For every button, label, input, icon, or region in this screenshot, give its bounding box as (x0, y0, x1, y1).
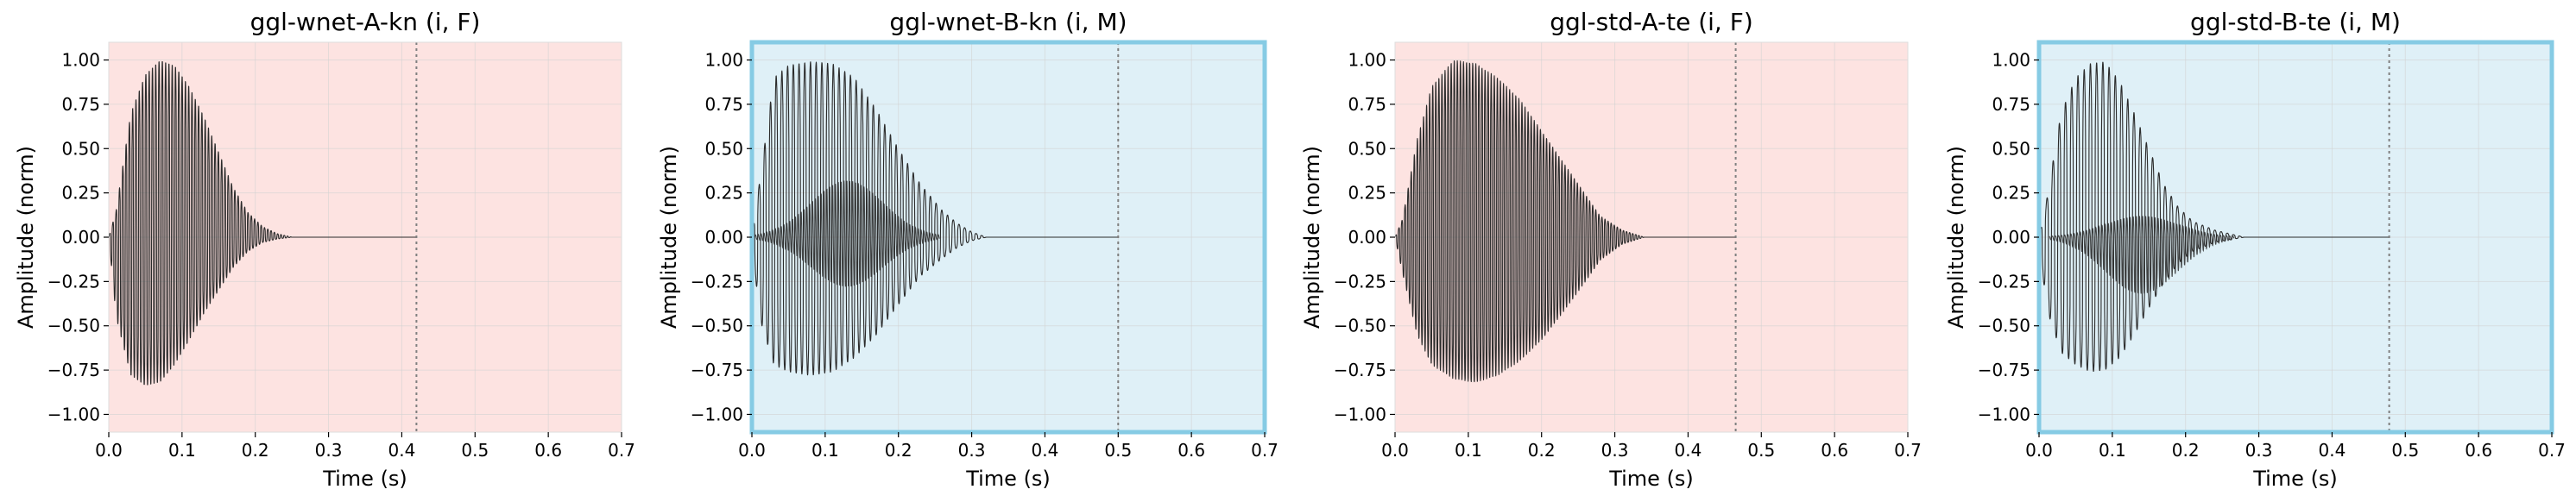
subplot: 0.0 0.1 0.2 0.3 0.4 0.5 0.6 0.7 1.00 0.75 0.50 0.25… (657, 8, 1279, 491)
x-axis-label: Time (s) (965, 467, 1051, 491)
y-tick-label: −0.50 (691, 316, 743, 336)
x-tick-label: 0.6 (1178, 440, 1205, 461)
y-axis-label: Amplitude (norm) (1944, 146, 1968, 329)
x-tick-label: 0.0 (738, 440, 766, 461)
x-tick-label: 0.4 (2319, 440, 2346, 461)
x-tick-label: 0.7 (2538, 440, 2566, 461)
x-tick-label: 0.6 (534, 440, 562, 461)
x-tick-label: 0.1 (168, 440, 196, 461)
y-tick-label: 1.00 (61, 50, 100, 71)
waveform-secondary-series (754, 180, 940, 287)
y-tick-label: 0.00 (61, 227, 100, 248)
x-tick-label: 0.6 (2465, 440, 2492, 461)
y-tick-label: 0.00 (1992, 227, 2030, 248)
x-tick-label: 0.0 (2025, 440, 2053, 461)
chart-title: ggl-wnet-A-kn (i, F) (250, 8, 481, 36)
subplot-grid: 0.0 0.1 0.2 0.3 0.4 0.5 0.6 0.7 1.00 0.75 0.50 0.25… (14, 8, 2566, 491)
y-tick-label: 0.50 (1992, 138, 2030, 159)
subplot: 0.0 0.1 0.2 0.3 0.4 0.5 0.6 0.7 1.00 0.75 0.50 0.25… (14, 8, 635, 491)
y-tick-label: −0.25 (47, 271, 100, 292)
y-tick-label: −1.00 (1978, 404, 2030, 424)
x-tick-label: 0.5 (2391, 440, 2419, 461)
x-axis-label: Time (s) (322, 467, 407, 491)
x-tick-label: 0.2 (885, 440, 912, 461)
y-tick-label: −0.50 (1334, 316, 1386, 336)
x-tick-label: 0.5 (1104, 440, 1132, 461)
x-tick-label: 0.7 (1251, 440, 1279, 461)
chart-title: ggl-wnet-B-kn (i, M) (889, 8, 1127, 36)
y-tick-label: 1.00 (704, 50, 743, 71)
subplot: 0.0 0.1 0.2 0.3 0.4 0.5 0.6 0.7 1.00 0.75 0.50 0.25… (1300, 8, 1922, 491)
x-tick-label: 0.3 (1601, 440, 1629, 461)
waveform-secondary-series (2049, 216, 2235, 294)
y-tick-label: −0.50 (47, 316, 100, 336)
y-tick-label: −1.00 (47, 404, 100, 424)
y-tick-label: −0.50 (1978, 316, 2030, 336)
y-tick-label: 1.00 (1992, 50, 2030, 71)
y-tick-label: −0.75 (47, 360, 100, 380)
x-tick-label: 0.3 (315, 440, 343, 461)
x-tick-label: 0.3 (958, 440, 986, 461)
y-tick-label: 0.50 (61, 138, 100, 159)
y-tick-label: 0.50 (1348, 138, 1386, 159)
chart-title: ggl-std-B-te (i, M) (2190, 8, 2401, 36)
y-tick-label: −0.75 (1978, 360, 2030, 380)
x-tick-label: 0.5 (461, 440, 489, 461)
x-tick-label: 0.2 (242, 440, 269, 461)
y-tick-label: 0.00 (704, 227, 743, 248)
y-tick-label: −1.00 (1334, 404, 1386, 424)
x-axis-label: Time (s) (1608, 467, 1694, 491)
chart-title: ggl-std-A-te (i, F) (1550, 8, 1753, 36)
y-tick-label: 0.75 (61, 94, 100, 115)
x-tick-label: 0.4 (1032, 440, 1059, 461)
waveform-series (1394, 60, 1736, 383)
y-tick-label: −0.25 (1334, 271, 1386, 292)
y-tick-label: −0.25 (1978, 271, 2030, 292)
x-tick-label: 0.1 (1455, 440, 1482, 461)
waveform-series (108, 61, 417, 386)
x-axis-label: Time (s) (2252, 467, 2338, 491)
waveform-series (2038, 61, 2390, 373)
x-tick-label: 0.6 (1821, 440, 1848, 461)
y-tick-label: −1.00 (691, 404, 743, 424)
x-tick-label: 0.0 (1381, 440, 1409, 461)
x-tick-label: 0.7 (1894, 440, 1922, 461)
y-tick-label: 0.00 (1348, 227, 1386, 248)
y-axis-label: Amplitude (norm) (1300, 146, 1324, 329)
x-tick-label: 0.0 (95, 440, 123, 461)
y-tick-label: 0.75 (704, 94, 743, 115)
y-tick-label: 0.25 (1992, 183, 2030, 204)
y-tick-label: 0.25 (61, 183, 100, 204)
y-tick-label: 0.25 (1348, 183, 1386, 204)
y-tick-label: 1.00 (1348, 50, 1386, 71)
y-tick-label: −0.25 (691, 271, 743, 292)
y-axis-label: Amplitude (norm) (14, 146, 38, 329)
x-tick-label: 0.5 (1747, 440, 1775, 461)
y-axis-label: Amplitude (norm) (657, 146, 681, 329)
x-tick-label: 0.3 (2245, 440, 2273, 461)
y-tick-label: 0.75 (1348, 94, 1386, 115)
y-tick-label: 0.50 (704, 138, 743, 159)
y-tick-label: −0.75 (691, 360, 743, 380)
x-tick-label: 0.2 (1528, 440, 1556, 461)
x-tick-label: 0.4 (1675, 440, 1702, 461)
subplot: 0.0 0.1 0.2 0.3 0.4 0.5 0.6 0.7 1.00 0.75 0.50 0.25… (1944, 8, 2566, 491)
y-tick-label: −0.75 (1334, 360, 1386, 380)
x-tick-label: 0.2 (2172, 440, 2200, 461)
y-tick-label: 0.25 (704, 183, 743, 204)
x-tick-label: 0.1 (2099, 440, 2126, 461)
waveform-series (751, 61, 1119, 376)
x-tick-label: 0.4 (388, 440, 416, 461)
y-tick-label: 0.75 (1992, 94, 2030, 115)
x-tick-label: 0.7 (608, 440, 635, 461)
x-tick-label: 0.1 (811, 440, 839, 461)
